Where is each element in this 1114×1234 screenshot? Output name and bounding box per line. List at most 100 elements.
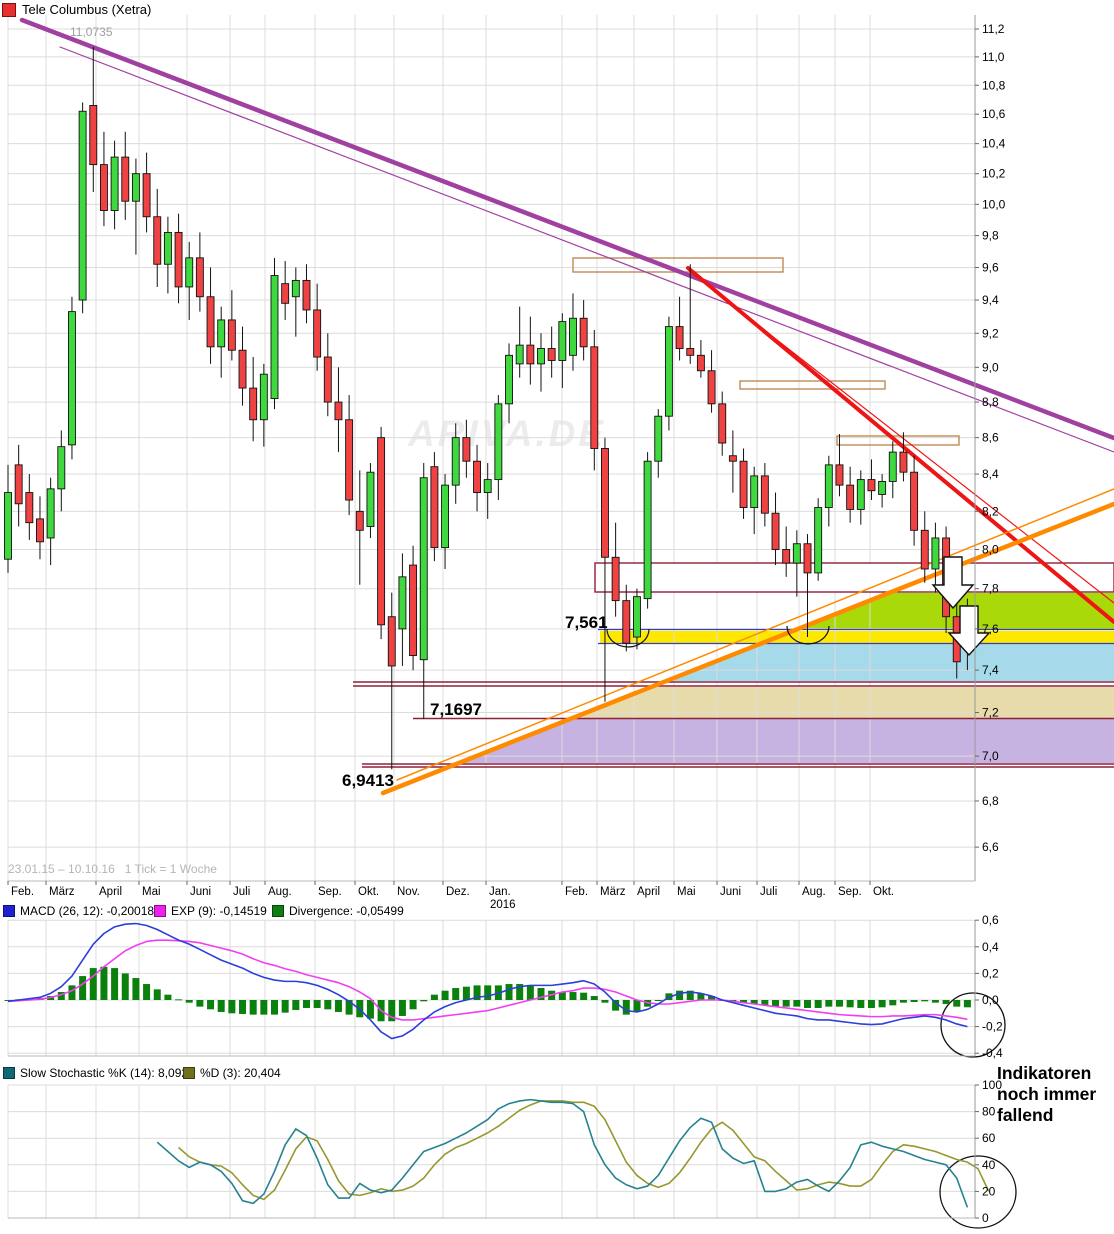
axis-label: 8,8 <box>982 395 999 409</box>
axis-label: 0,0 <box>982 993 999 1007</box>
instrument-icon <box>2 2 16 17</box>
candle-down <box>206 296 215 348</box>
red-downtrend-thin <box>689 271 1114 604</box>
macd-panel <box>4 922 971 1040</box>
axis-label: Okt. <box>358 886 379 898</box>
candle-down <box>718 403 727 444</box>
divergence-bar <box>697 993 705 1000</box>
divergence-bar <box>835 1000 843 1007</box>
axis-label: 10,2 <box>982 167 1006 181</box>
candle-up <box>419 477 428 661</box>
axis-label: April <box>99 886 122 898</box>
divergence-bar <box>654 1000 662 1001</box>
divergence-bar <box>825 1000 833 1007</box>
axis-label: 7,8 <box>982 582 999 596</box>
axis-label: Okt. <box>873 886 894 898</box>
exp-line <box>7 939 968 1021</box>
divergence-bar <box>505 984 513 1000</box>
indicator-note-line2: noch immer <box>997 1084 1097 1104</box>
divergence-bar <box>750 1000 758 1004</box>
axis-label: Aug. <box>268 886 292 898</box>
divergence-bar <box>239 1000 247 1014</box>
axis-label: 80 <box>982 1105 996 1119</box>
divergence-bar <box>68 985 76 1000</box>
candle-down <box>227 319 236 351</box>
low-arc-mark <box>786 625 830 645</box>
divergence-bar <box>398 1000 406 1016</box>
candle-up <box>494 403 503 481</box>
axis-label: 0,6 <box>982 913 999 927</box>
divergence-bar <box>79 976 87 1000</box>
divergence-bar <box>590 996 598 1000</box>
stochastic-panel <box>156 1098 990 1208</box>
candle-down <box>590 346 599 449</box>
candle-down <box>409 564 418 657</box>
divergence-bar <box>772 1000 780 1007</box>
axis-label: 0 <box>982 1211 989 1225</box>
divergence-bar <box>441 990 449 1000</box>
orange-support-thick <box>380 501 1114 796</box>
candle-down <box>910 471 919 531</box>
candle-down <box>121 156 130 202</box>
axis-label: 7,0 <box>982 749 999 763</box>
candle-up <box>185 257 194 288</box>
candle-up <box>792 543 801 564</box>
candle-up <box>291 279 300 298</box>
candle-down <box>99 164 108 211</box>
axis-label: 6,6 <box>982 840 999 854</box>
axis-label: Juli <box>233 886 250 898</box>
candle-up <box>131 173 140 202</box>
divergence-bar <box>793 1000 801 1007</box>
circle-annotation <box>940 992 1006 1058</box>
candle-up <box>569 317 577 356</box>
divergence-bar <box>889 1000 897 1006</box>
divergence-bar <box>324 1000 332 1010</box>
band-tan <box>571 687 1114 718</box>
circle-annotation <box>939 1155 1017 1229</box>
candle-down <box>739 460 748 509</box>
divergence-bar <box>537 988 545 1000</box>
exp-legend-item: EXP (9): -0,14519 <box>154 904 267 918</box>
stoch-k-legend-label: Slow Stochastic %K (14): 8,0922 <box>20 1066 195 1080</box>
candles-layer <box>4 47 972 770</box>
candle-up <box>451 437 460 486</box>
divergence-bar <box>217 1000 225 1012</box>
orange-support-thin <box>396 488 1114 781</box>
axis-label: -0,2 <box>982 1020 1003 1034</box>
axis-label: Dez. <box>446 886 470 898</box>
divergence-bar <box>601 1000 609 1003</box>
candle-down <box>462 437 471 462</box>
divergence-bar <box>963 1000 971 1008</box>
axis-label: April <box>637 886 660 898</box>
candle-down <box>526 344 535 365</box>
divergence-bar <box>814 1000 822 1008</box>
divergence-bar <box>430 994 438 1000</box>
axis-label: Sep. <box>838 886 862 898</box>
axis-label: 2016 <box>490 899 516 911</box>
candle-up <box>824 464 833 509</box>
candle-down <box>377 437 386 626</box>
divergence-bar <box>516 984 524 1000</box>
axis-label: Mai <box>142 886 161 898</box>
divergence-bar <box>953 1000 961 1007</box>
down-arrow-mark <box>947 605 991 657</box>
divergence-bar <box>452 988 460 1000</box>
candle-up <box>654 415 663 462</box>
axis-label: Jan. <box>489 886 511 898</box>
axis-label: Aug. <box>802 886 826 898</box>
divergence-bar <box>686 990 694 1000</box>
candle-down <box>547 348 556 361</box>
divergence-bar <box>228 1000 236 1014</box>
candle-up <box>217 319 226 348</box>
axis-label: 0,4 <box>982 940 999 954</box>
zones <box>353 257 1114 768</box>
divergence-bar <box>558 992 566 1000</box>
axis-label: 11,0 <box>982 50 1005 64</box>
divergence-bar <box>207 1000 215 1010</box>
candle-down <box>281 283 290 304</box>
divergence-bar <box>132 978 140 1000</box>
divergence-bar <box>740 1000 748 1003</box>
divergence-bar <box>473 985 481 1000</box>
support-label-69413: 6,9413 <box>342 771 394 790</box>
